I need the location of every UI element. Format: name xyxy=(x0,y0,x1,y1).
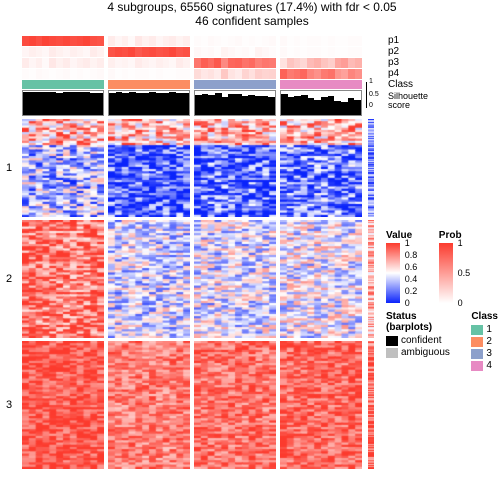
main-plot-area: p1p2p3p4ClassSilhouettescore xyxy=(22,36,362,469)
legend-status: Status (barplots) confidentambiguous xyxy=(386,311,457,372)
legend-class-title: Class xyxy=(471,311,498,322)
prob-gradient-labels: 10.50 xyxy=(456,243,482,303)
plot-title: 4 subgroups, 65560 signatures (17.4%) wi… xyxy=(0,0,504,14)
ann-label-class: Class xyxy=(388,80,413,90)
value-gradient xyxy=(386,243,400,303)
legend-status-items: confidentambiguous xyxy=(386,335,457,358)
row-label-1: 1 xyxy=(6,162,12,174)
row-label-3: 3 xyxy=(6,399,12,411)
annotation-tracks: p1p2p3p4ClassSilhouettescore xyxy=(22,36,362,89)
silhouette-axis: 1 0.5 0 xyxy=(366,82,381,108)
legend-value: Value 10.80.60.40.20 xyxy=(386,230,429,303)
ann-label-p4: p4 xyxy=(388,69,399,79)
ann-label-p1: p1 xyxy=(388,36,399,46)
value-gradient-labels: 10.80.60.40.20 xyxy=(403,243,429,303)
plot-subtitle: 46 confident samples xyxy=(0,14,504,28)
ann-label-p2: p2 xyxy=(388,47,399,57)
legend-prob: Prob 10.50 xyxy=(439,230,482,303)
silhouette-track xyxy=(22,90,362,116)
legend-status-title: Status (barplots) xyxy=(386,311,457,333)
side-strip-0 xyxy=(368,119,374,217)
side-strip-1 xyxy=(368,220,374,338)
heatmap-body xyxy=(22,119,362,469)
legend-area: Value 10.80.60.40.20 Prob 10.50 Status (… xyxy=(386,230,498,380)
legend-class: Class 1234 xyxy=(471,311,498,372)
silhouette-label: Silhouettescore xyxy=(388,92,428,110)
ann-label-p3: p3 xyxy=(388,58,399,68)
prob-gradient xyxy=(439,243,453,303)
legend-class-items: 1234 xyxy=(471,324,498,371)
row-label-2: 2 xyxy=(6,273,12,285)
side-strip-2 xyxy=(368,341,374,469)
